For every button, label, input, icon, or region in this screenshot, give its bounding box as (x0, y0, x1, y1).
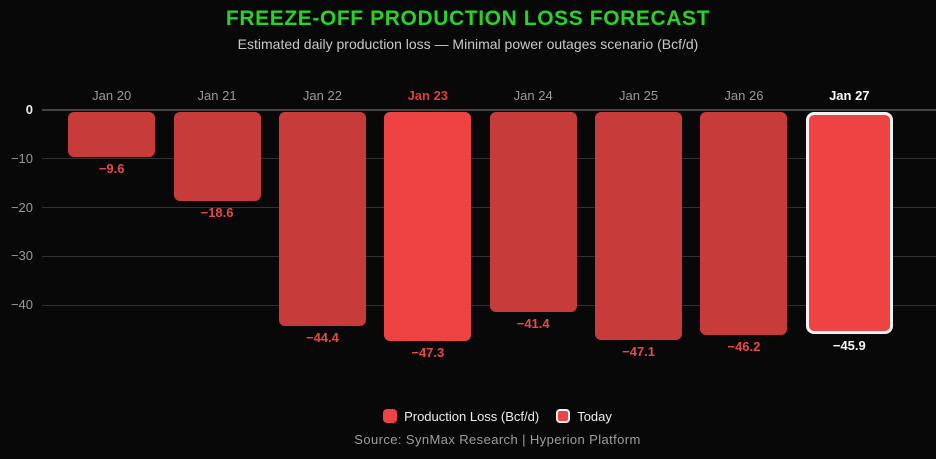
x-axis-label-jan-20: Jan 20 (92, 88, 132, 103)
legend: Production Loss (Bcf/d) Today (59, 407, 936, 425)
bar-jan-27 (805, 112, 893, 334)
chart-subtitle: Estimated daily production loss — Minima… (237, 36, 699, 52)
value-label-jan-26: −46.2 (727, 339, 761, 355)
grid-line-0 (42, 109, 936, 111)
value-label-jan-22: −44.4 (305, 330, 339, 346)
value-label-jan-23: −47.3 (411, 344, 445, 360)
source-credit: Source: SynMax Research | Hyperion Platf… (354, 432, 641, 447)
y-axis-tick-−20: −20 (10, 199, 33, 215)
x-axis-label-jan-24: Jan 24 (513, 88, 553, 103)
legend-item-production-loss: Production Loss (Bcf/d) (383, 409, 539, 424)
x-axis-label-jan-22: Jan 22 (302, 88, 342, 103)
y-axis-tick-0: 0 (25, 102, 33, 117)
x-axis-label-jan-25: Jan 25 (619, 88, 659, 103)
value-label-jan-25: −47.1 (622, 343, 656, 359)
bar-jan-24 (489, 112, 577, 312)
x-axis-label-jan-26: Jan 26 (724, 88, 764, 103)
production-loss-swatch-icon (383, 409, 398, 423)
value-label-jan-27: −45.9 (832, 337, 866, 353)
grid-line-−20 (42, 207, 936, 208)
y-axis-tick-−10: −10 (10, 150, 33, 166)
legend-label-production-loss: Production Loss (Bcf/d) (404, 408, 540, 424)
x-axis-label-jan-27: Jan 27 (829, 88, 870, 103)
value-label-jan-20: −9.6 (98, 160, 125, 176)
x-axis-label-jan-21: Jan 21 (197, 88, 237, 103)
bar-jan-20 (68, 112, 156, 157)
bar-jan-25 (595, 112, 683, 340)
x-axis-label-jan-23: Jan 23 (407, 88, 449, 103)
bar-jan-23 (384, 112, 472, 341)
grid-line-−30 (42, 255, 936, 257)
value-label-jan-24: −41.4 (516, 315, 550, 331)
today-swatch-icon (556, 409, 571, 423)
legend-label-today: Today (577, 408, 612, 424)
value-label-jan-21: −18.6 (200, 204, 234, 220)
grid-line-−40 (42, 304, 936, 306)
y-axis-tick-−40: −40 (10, 297, 33, 312)
bar-jan-21 (173, 112, 261, 201)
bar-jan-22 (278, 112, 366, 327)
legend-item-today: Today (556, 409, 612, 424)
chart-title: FREEZE-OFF PRODUCTION LOSS FORECAST (225, 7, 711, 30)
bar-jan-26 (700, 112, 788, 336)
y-axis-tick-−30: −30 (10, 248, 33, 264)
grid-line-−10 (42, 158, 936, 160)
